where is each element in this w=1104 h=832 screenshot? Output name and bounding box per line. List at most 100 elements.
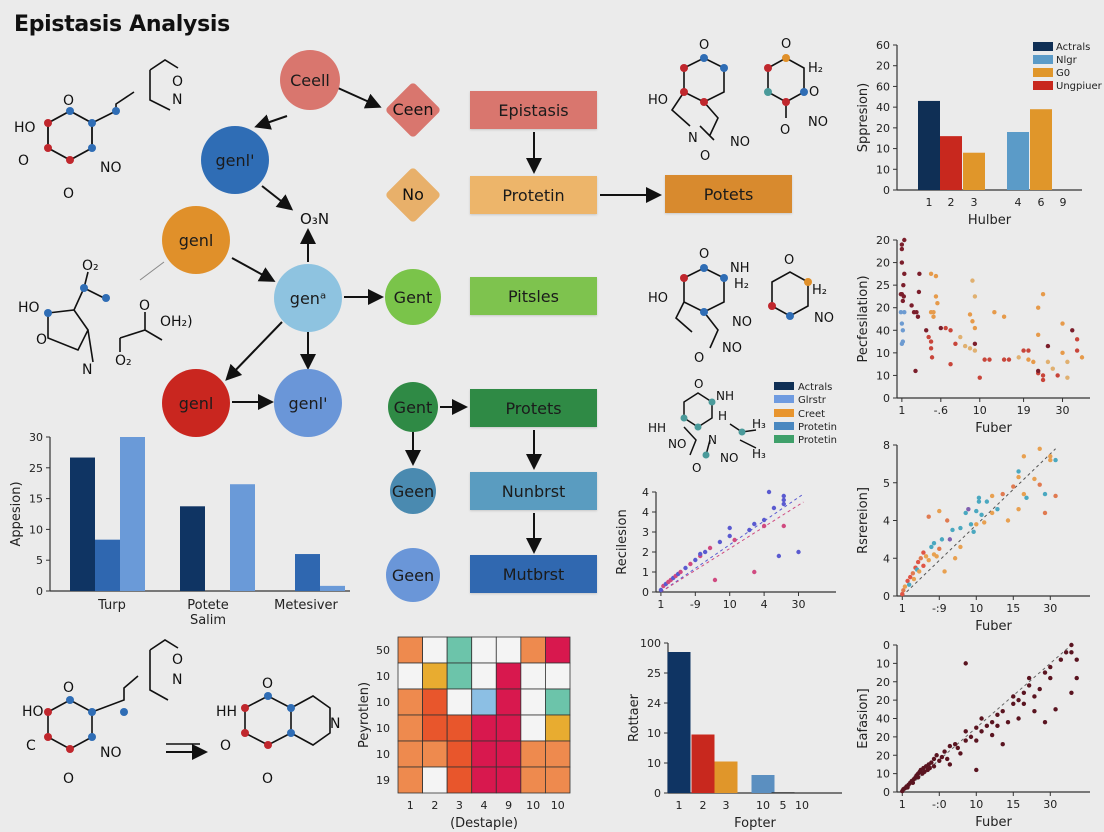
svg-text:Protetin: Protetin bbox=[798, 435, 837, 446]
scatter-point bbox=[1006, 357, 1012, 362]
scatter-point bbox=[910, 780, 916, 786]
heatmap-cell bbox=[545, 714, 571, 742]
svg-text:NH: NH bbox=[716, 389, 734, 403]
scatter-point bbox=[1050, 366, 1055, 371]
x-tick-label: 30 bbox=[1056, 404, 1070, 417]
y-tick-label: 4 bbox=[883, 552, 890, 565]
svg-text:NH: NH bbox=[730, 261, 750, 276]
x-tick-label: 30 bbox=[792, 598, 806, 611]
node-gent-darkgreen: Gent bbox=[388, 382, 438, 432]
svg-text:HO: HO bbox=[22, 704, 44, 720]
scatter-point bbox=[974, 767, 979, 773]
scatter-point bbox=[1063, 650, 1069, 655]
scatter-point bbox=[928, 339, 934, 344]
x-tick-label: 9 bbox=[1060, 196, 1067, 209]
scatter-point bbox=[934, 554, 939, 559]
x-tick-label: 1 bbox=[926, 196, 933, 209]
scatter-point bbox=[761, 523, 767, 529]
chart-bar-bottom: 0 10 10 24 25 100 Rottaer Fopter 1 2 3 10 5 10 bbox=[627, 637, 842, 831]
x-tick-label: 10 bbox=[973, 404, 987, 417]
scatter-point bbox=[950, 527, 955, 533]
scatter-point bbox=[927, 765, 932, 771]
heatmap-cell bbox=[545, 766, 571, 794]
x-axis-label: Fopter bbox=[734, 816, 776, 831]
y-tick-label: 10 bbox=[876, 347, 890, 360]
scatter-point bbox=[1035, 332, 1041, 337]
heatmap-cell bbox=[495, 662, 522, 690]
scatter-point bbox=[963, 510, 968, 516]
scatter-point bbox=[1026, 675, 1032, 681]
legend-swatch bbox=[1033, 81, 1053, 90]
scatter-point bbox=[979, 729, 984, 734]
x-tick-label: 2 bbox=[948, 196, 955, 209]
heatmap-cell bbox=[422, 714, 448, 742]
scatter-point bbox=[1040, 373, 1046, 378]
svg-text:HO: HO bbox=[648, 93, 668, 108]
svg-text:NO: NO bbox=[732, 315, 752, 330]
heatmap-cell bbox=[397, 740, 423, 768]
node-genl-prime-blue: genl' bbox=[201, 126, 269, 194]
svg-text:C: C bbox=[26, 738, 36, 754]
scatter-point bbox=[914, 310, 919, 315]
svg-text:N: N bbox=[688, 131, 698, 146]
scatter-point bbox=[707, 545, 713, 551]
scatter-point bbox=[935, 301, 940, 306]
scatter-point bbox=[971, 529, 976, 535]
scatter-point bbox=[1042, 510, 1048, 516]
scatter-point bbox=[1021, 454, 1027, 459]
svg-text:O: O bbox=[220, 738, 231, 754]
box-epistasis: Epistasis bbox=[470, 91, 597, 129]
y-tick-label: 10 bbox=[647, 727, 661, 740]
bar bbox=[751, 775, 775, 793]
category-label: Potete bbox=[187, 598, 229, 613]
scatter-point bbox=[698, 551, 703, 557]
x-tick-label: 6 bbox=[1038, 196, 1045, 209]
x-tick-label: 10 bbox=[969, 798, 983, 811]
scatter-point bbox=[913, 368, 918, 374]
svg-text:O: O bbox=[63, 771, 74, 787]
scatter-point bbox=[1045, 343, 1051, 349]
scatter-point bbox=[900, 328, 906, 333]
bar bbox=[295, 554, 320, 591]
molecule-c: HO O C NO O O N bbox=[22, 639, 183, 787]
y-tick-label: 10 bbox=[376, 748, 390, 761]
heatmap-cell bbox=[446, 714, 473, 742]
scatter-point bbox=[1055, 373, 1060, 378]
trend-line bbox=[901, 448, 1056, 597]
x-tick-label: 4 bbox=[481, 799, 488, 812]
scatter-point bbox=[712, 577, 718, 583]
scatter-point bbox=[989, 493, 995, 499]
scatter-point bbox=[937, 758, 942, 763]
y-axis-label: Eafasion] bbox=[856, 688, 871, 748]
scatter-point bbox=[989, 732, 995, 738]
y-tick-label: 20 bbox=[876, 731, 890, 744]
node-geen-teal: Geen bbox=[390, 468, 436, 514]
scatter-point bbox=[781, 493, 786, 499]
trend-line bbox=[660, 493, 804, 593]
scatter-point bbox=[761, 517, 767, 523]
legend-label: G0 bbox=[1056, 68, 1070, 79]
scatter-point bbox=[678, 569, 683, 575]
legend-swatch-2 bbox=[774, 409, 794, 417]
heatmap-cell bbox=[446, 766, 473, 794]
scatter-point bbox=[974, 522, 979, 527]
bar bbox=[120, 437, 145, 591]
y-axis-label: Appesion) bbox=[9, 481, 24, 546]
svg-text:NO: NO bbox=[720, 451, 738, 465]
scatter-point bbox=[995, 723, 1000, 729]
y-tick-label: 4 bbox=[883, 515, 890, 528]
scatter-point bbox=[771, 505, 777, 511]
y-tick-label: 0 bbox=[642, 586, 649, 599]
legend-label: Actrals bbox=[1056, 42, 1090, 53]
y-tick-label: 15 bbox=[29, 493, 43, 506]
scatter-point bbox=[929, 760, 934, 765]
svg-text:NO: NO bbox=[730, 135, 750, 150]
chart-scatter-right-1: 0 10 10 40 20 25 20 20 Pecfesilation) Fuber 1 -.6 10… bbox=[856, 234, 1090, 436]
scatter-point bbox=[752, 569, 757, 575]
y-tick-label: 3 bbox=[642, 526, 649, 539]
scatter-point bbox=[898, 310, 904, 315]
